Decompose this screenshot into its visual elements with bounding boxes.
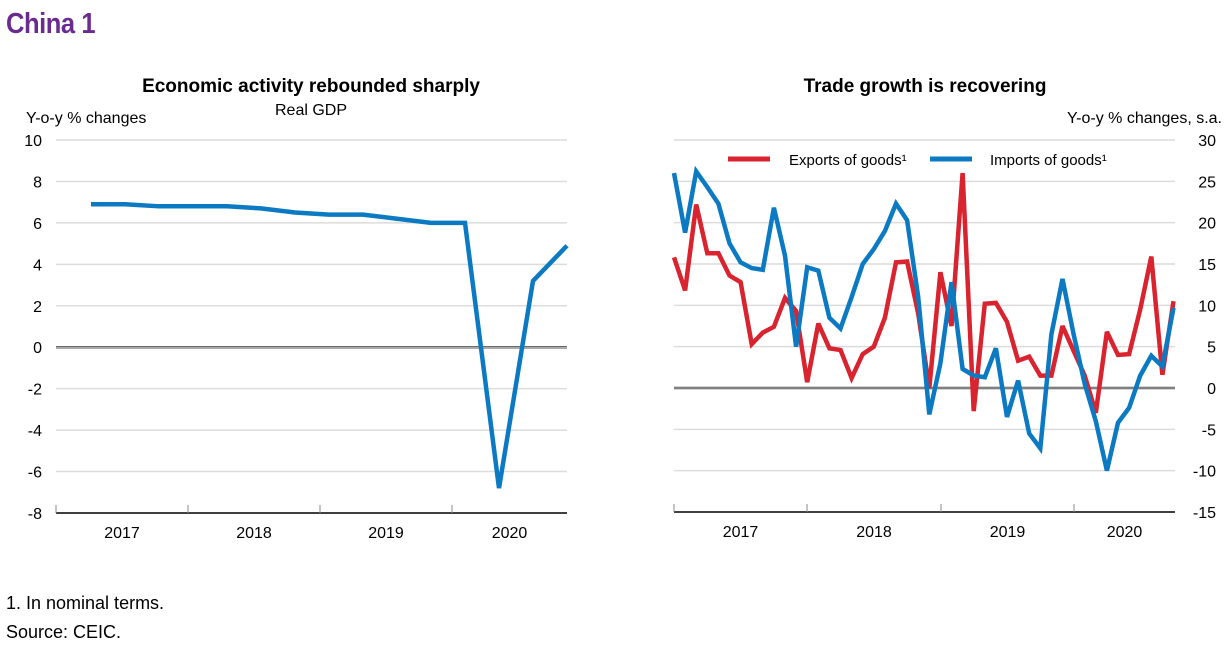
y-tick-label: 6 [33, 216, 42, 233]
left-chart-subtitle: Real GDP [275, 102, 347, 119]
y-tick-label: 20 [1198, 216, 1216, 233]
page-title: China 1 [6, 8, 96, 40]
y-tick-label: 0 [33, 340, 42, 357]
x-tick-label: 2017 [104, 525, 140, 542]
legend-label-imports: Imports of goods¹ [990, 152, 1107, 169]
x-tick-label: 2019 [990, 524, 1026, 541]
x-tick-label: 2018 [856, 524, 892, 541]
series-line-imports-of-goods [671, 165, 1176, 472]
y-tick-label: 8 [33, 174, 42, 191]
x-tick-label: 2018 [236, 525, 272, 542]
y-tick-label: 15 [1198, 257, 1216, 274]
y-tick-label: 30 [1198, 133, 1216, 150]
right-y-axis-label: Y-o-y % changes, s.a. [1067, 110, 1222, 127]
legend: Exports of goods¹ Imports of goods¹ [728, 152, 1107, 169]
legend-label-exports: Exports of goods¹ [789, 152, 907, 169]
x-tick-label: 2020 [1107, 524, 1143, 541]
y-tick-label: -6 [28, 465, 42, 482]
y-tick-label: 0 [1207, 381, 1216, 398]
left-chart-title: Economic activity rebounded sharply [142, 76, 480, 97]
left-chart: Economic activity rebounded sharply Real… [24, 76, 569, 542]
x-tick-label: 2017 [723, 524, 759, 541]
y-tick-label: -8 [28, 506, 42, 523]
source-note: Source: CEIC. [6, 622, 122, 642]
y-tick-label: -4 [28, 423, 42, 440]
y-tick-label: 25 [1198, 174, 1216, 191]
y-tick-label: 5 [1207, 340, 1216, 357]
y-tick-label: -10 [1193, 464, 1216, 481]
x-tick-label: 2019 [368, 525, 404, 542]
footnote: 1. In nominal terms. [6, 593, 165, 613]
y-tick-label: -5 [1202, 422, 1216, 439]
y-tick-label: 4 [33, 257, 42, 274]
y-tick-label: -2 [28, 382, 42, 399]
y-tick-label: 10 [24, 133, 42, 150]
x-tick-label: 2020 [492, 525, 528, 542]
y-tick-label: 2 [33, 299, 42, 316]
y-tick-label: -15 [1193, 505, 1216, 522]
right-chart: Trade growth is recovering Y-o-y % chang… [671, 76, 1222, 541]
left-y-axis-label: Y-o-y % changes [26, 110, 146, 127]
right-chart-title: Trade growth is recovering [804, 76, 1047, 97]
y-tick-label: 10 [1198, 298, 1216, 315]
